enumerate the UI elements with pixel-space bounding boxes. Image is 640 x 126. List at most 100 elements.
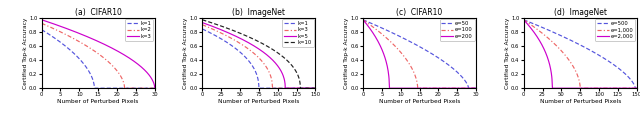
e=200: [359, 19, 367, 21]
e=500: [630, 84, 638, 85]
Legend: e=500, e=1,000, e=2,000: e=500, e=1,000, e=2,000: [595, 19, 636, 41]
k=1: [253, 74, 260, 75]
e=200: [420, 87, 428, 89]
Line: e=200: e=200: [363, 20, 476, 88]
e=2,000: [581, 87, 589, 89]
Line: k=1: k=1: [202, 29, 316, 88]
e=1,000: [581, 87, 589, 89]
e=2,000: [633, 87, 640, 89]
k=2: [38, 23, 45, 24]
e=50: [413, 45, 421, 46]
e=100: [472, 87, 480, 89]
Title: (a)  CIFAR10: (a) CIFAR10: [75, 8, 122, 17]
k=1: [198, 28, 206, 30]
k=1: [99, 87, 107, 89]
k=5: [282, 87, 289, 89]
k=10: [260, 43, 268, 45]
e=100: [413, 80, 420, 82]
k=3: [148, 79, 156, 80]
e=500: [520, 19, 527, 21]
k=10: [291, 69, 299, 71]
k=3: [309, 87, 317, 89]
k=3: [266, 73, 273, 74]
k=2: [148, 87, 156, 89]
k=5: [252, 46, 260, 48]
k=5: [253, 47, 260, 48]
k=1: [38, 29, 45, 30]
e=500: [587, 50, 595, 51]
k=5: [198, 22, 206, 23]
e=2,000: [575, 87, 582, 89]
e=100: [359, 19, 367, 21]
e=1,000: [588, 87, 595, 89]
k=5: [266, 56, 273, 58]
Line: e=1,000: e=1,000: [524, 20, 637, 88]
k=10: [266, 47, 273, 48]
k=1: [255, 87, 263, 89]
e=500: [633, 87, 640, 89]
e=50: [452, 70, 460, 72]
e=100: [413, 84, 421, 85]
k=2: [151, 87, 159, 89]
Title: (c)  CIFAR10: (c) CIFAR10: [396, 8, 443, 17]
k=3: [151, 87, 159, 89]
X-axis label: Number of Perturbed Pixels: Number of Perturbed Pixels: [379, 99, 460, 104]
k=2: [121, 87, 129, 89]
k=3: [131, 61, 138, 62]
k=3: [92, 39, 99, 41]
Line: k=3: k=3: [42, 20, 155, 88]
e=50: [359, 19, 367, 21]
e=2,000: [630, 87, 638, 89]
X-axis label: Number of Perturbed Pixels: Number of Perturbed Pixels: [58, 99, 139, 104]
k=1: [252, 72, 260, 74]
e=1,000: [573, 74, 581, 76]
e=50: [470, 87, 477, 89]
Line: e=100: e=100: [363, 20, 476, 88]
e=1,000: [630, 87, 638, 89]
k=2: [99, 56, 107, 58]
e=2,000: [548, 87, 556, 89]
k=5: [309, 87, 317, 89]
Legend: e=50, e=100, e=200: e=50, e=100, e=200: [440, 19, 474, 41]
k=10: [296, 87, 304, 89]
e=50: [413, 44, 420, 46]
k=3: [92, 40, 100, 41]
e=200: [413, 87, 420, 89]
k=1: [312, 87, 319, 89]
e=500: [573, 43, 581, 44]
e=1,000: [612, 87, 620, 89]
k=3: [260, 62, 268, 64]
k=3: [198, 24, 206, 25]
k=1: [92, 87, 99, 89]
e=2,000: [574, 87, 582, 89]
k=10: [309, 87, 317, 89]
e=500: [574, 43, 582, 45]
k=3: [253, 55, 260, 57]
k=2: [105, 61, 113, 63]
e=200: [386, 87, 394, 89]
Title: (b)  ImageNet: (b) ImageNet: [232, 8, 285, 17]
e=200: [472, 87, 480, 89]
k=5: [260, 52, 268, 53]
k=10: [252, 40, 260, 41]
k=10: [312, 87, 319, 89]
e=200: [470, 87, 477, 89]
k=3: [291, 87, 299, 89]
e=100: [427, 87, 435, 89]
k=2: [131, 87, 138, 89]
k=1: [309, 87, 317, 89]
e=100: [452, 87, 460, 89]
k=1: [92, 87, 100, 89]
Y-axis label: Certified Top-k Accuracy: Certified Top-k Accuracy: [505, 17, 509, 89]
Title: (d)  ImageNet: (d) ImageNet: [554, 8, 607, 17]
X-axis label: Number of Perturbed Pixels: Number of Perturbed Pixels: [218, 99, 300, 104]
Line: e=500: e=500: [524, 20, 637, 88]
e=100: [470, 87, 477, 89]
k=1: [266, 87, 274, 89]
e=2,000: [588, 87, 595, 89]
k=1: [148, 87, 156, 89]
k=1: [151, 87, 159, 89]
Line: k=1: k=1: [42, 30, 155, 88]
e=50: [465, 87, 472, 89]
X-axis label: Number of Perturbed Pixels: Number of Perturbed Pixels: [540, 99, 621, 104]
